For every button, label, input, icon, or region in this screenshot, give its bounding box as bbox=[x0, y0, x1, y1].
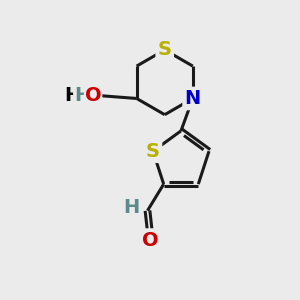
Text: S: S bbox=[146, 142, 160, 161]
Text: S: S bbox=[158, 40, 172, 59]
Text: O: O bbox=[142, 231, 159, 250]
Text: HO: HO bbox=[64, 86, 97, 105]
Text: N: N bbox=[184, 89, 201, 108]
Text: O: O bbox=[85, 86, 101, 105]
Text: H: H bbox=[123, 198, 139, 217]
Text: H: H bbox=[74, 86, 90, 105]
